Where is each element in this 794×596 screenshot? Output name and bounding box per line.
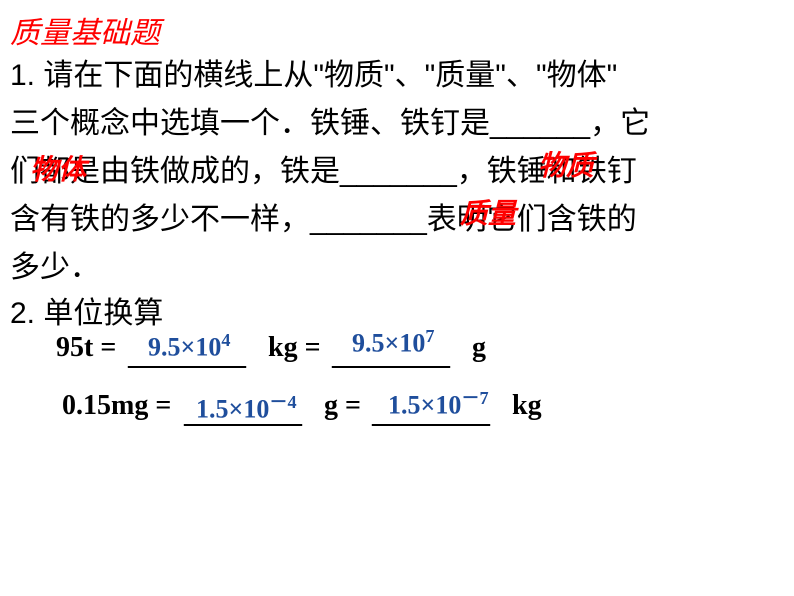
q1-line5: 多少．	[10, 244, 100, 292]
q2-ans1-base: 9.5×10	[148, 333, 221, 362]
q2-answer-2: 9.5×107	[352, 326, 434, 359]
q2-line2-mid: g =	[324, 390, 361, 422]
q2-line1-mid: kg =	[268, 332, 321, 364]
q2-line2-pre: 0.15mg =	[62, 390, 171, 422]
q2-ans4-exp: －7	[461, 388, 488, 408]
q1-answer-1: 物体	[30, 148, 86, 188]
page-title: 质量基础题	[10, 8, 160, 52]
q1-answer-3: 质量	[460, 192, 516, 232]
q2-answer-3: 1.5×10－4	[196, 388, 297, 425]
q2-line2-post: kg	[512, 390, 542, 422]
q1-answer-2: 物质	[538, 144, 594, 184]
q2-ans3-base: 1.5×10	[196, 395, 269, 424]
q2-ans2-base: 9.5×10	[352, 329, 425, 358]
q2-answer-1: 9.5×104	[148, 330, 230, 363]
q2-answer-4: 1.5×10－7	[388, 384, 489, 421]
q2-line1-post: g	[472, 332, 486, 364]
q2-ans1-exp: 4	[221, 330, 230, 350]
q1-line2: 三个概念中选填一个．铁锤、铁钉是______，它	[10, 100, 650, 148]
q2-line1-pre: 95t =	[56, 332, 116, 364]
q1-line4: 含有铁的多少不一样，_______表明它们含铁的	[10, 196, 637, 244]
q1-line1: 1. 请在下面的横线上从"物质"、"质量"、"物体"	[10, 52, 617, 100]
q2-ans2-exp: 7	[425, 326, 434, 346]
q2-ans3-exp: －4	[269, 392, 296, 412]
q2-ans4-base: 1.5×10	[388, 391, 461, 420]
q2-heading: 2. 单位换算	[10, 290, 163, 338]
